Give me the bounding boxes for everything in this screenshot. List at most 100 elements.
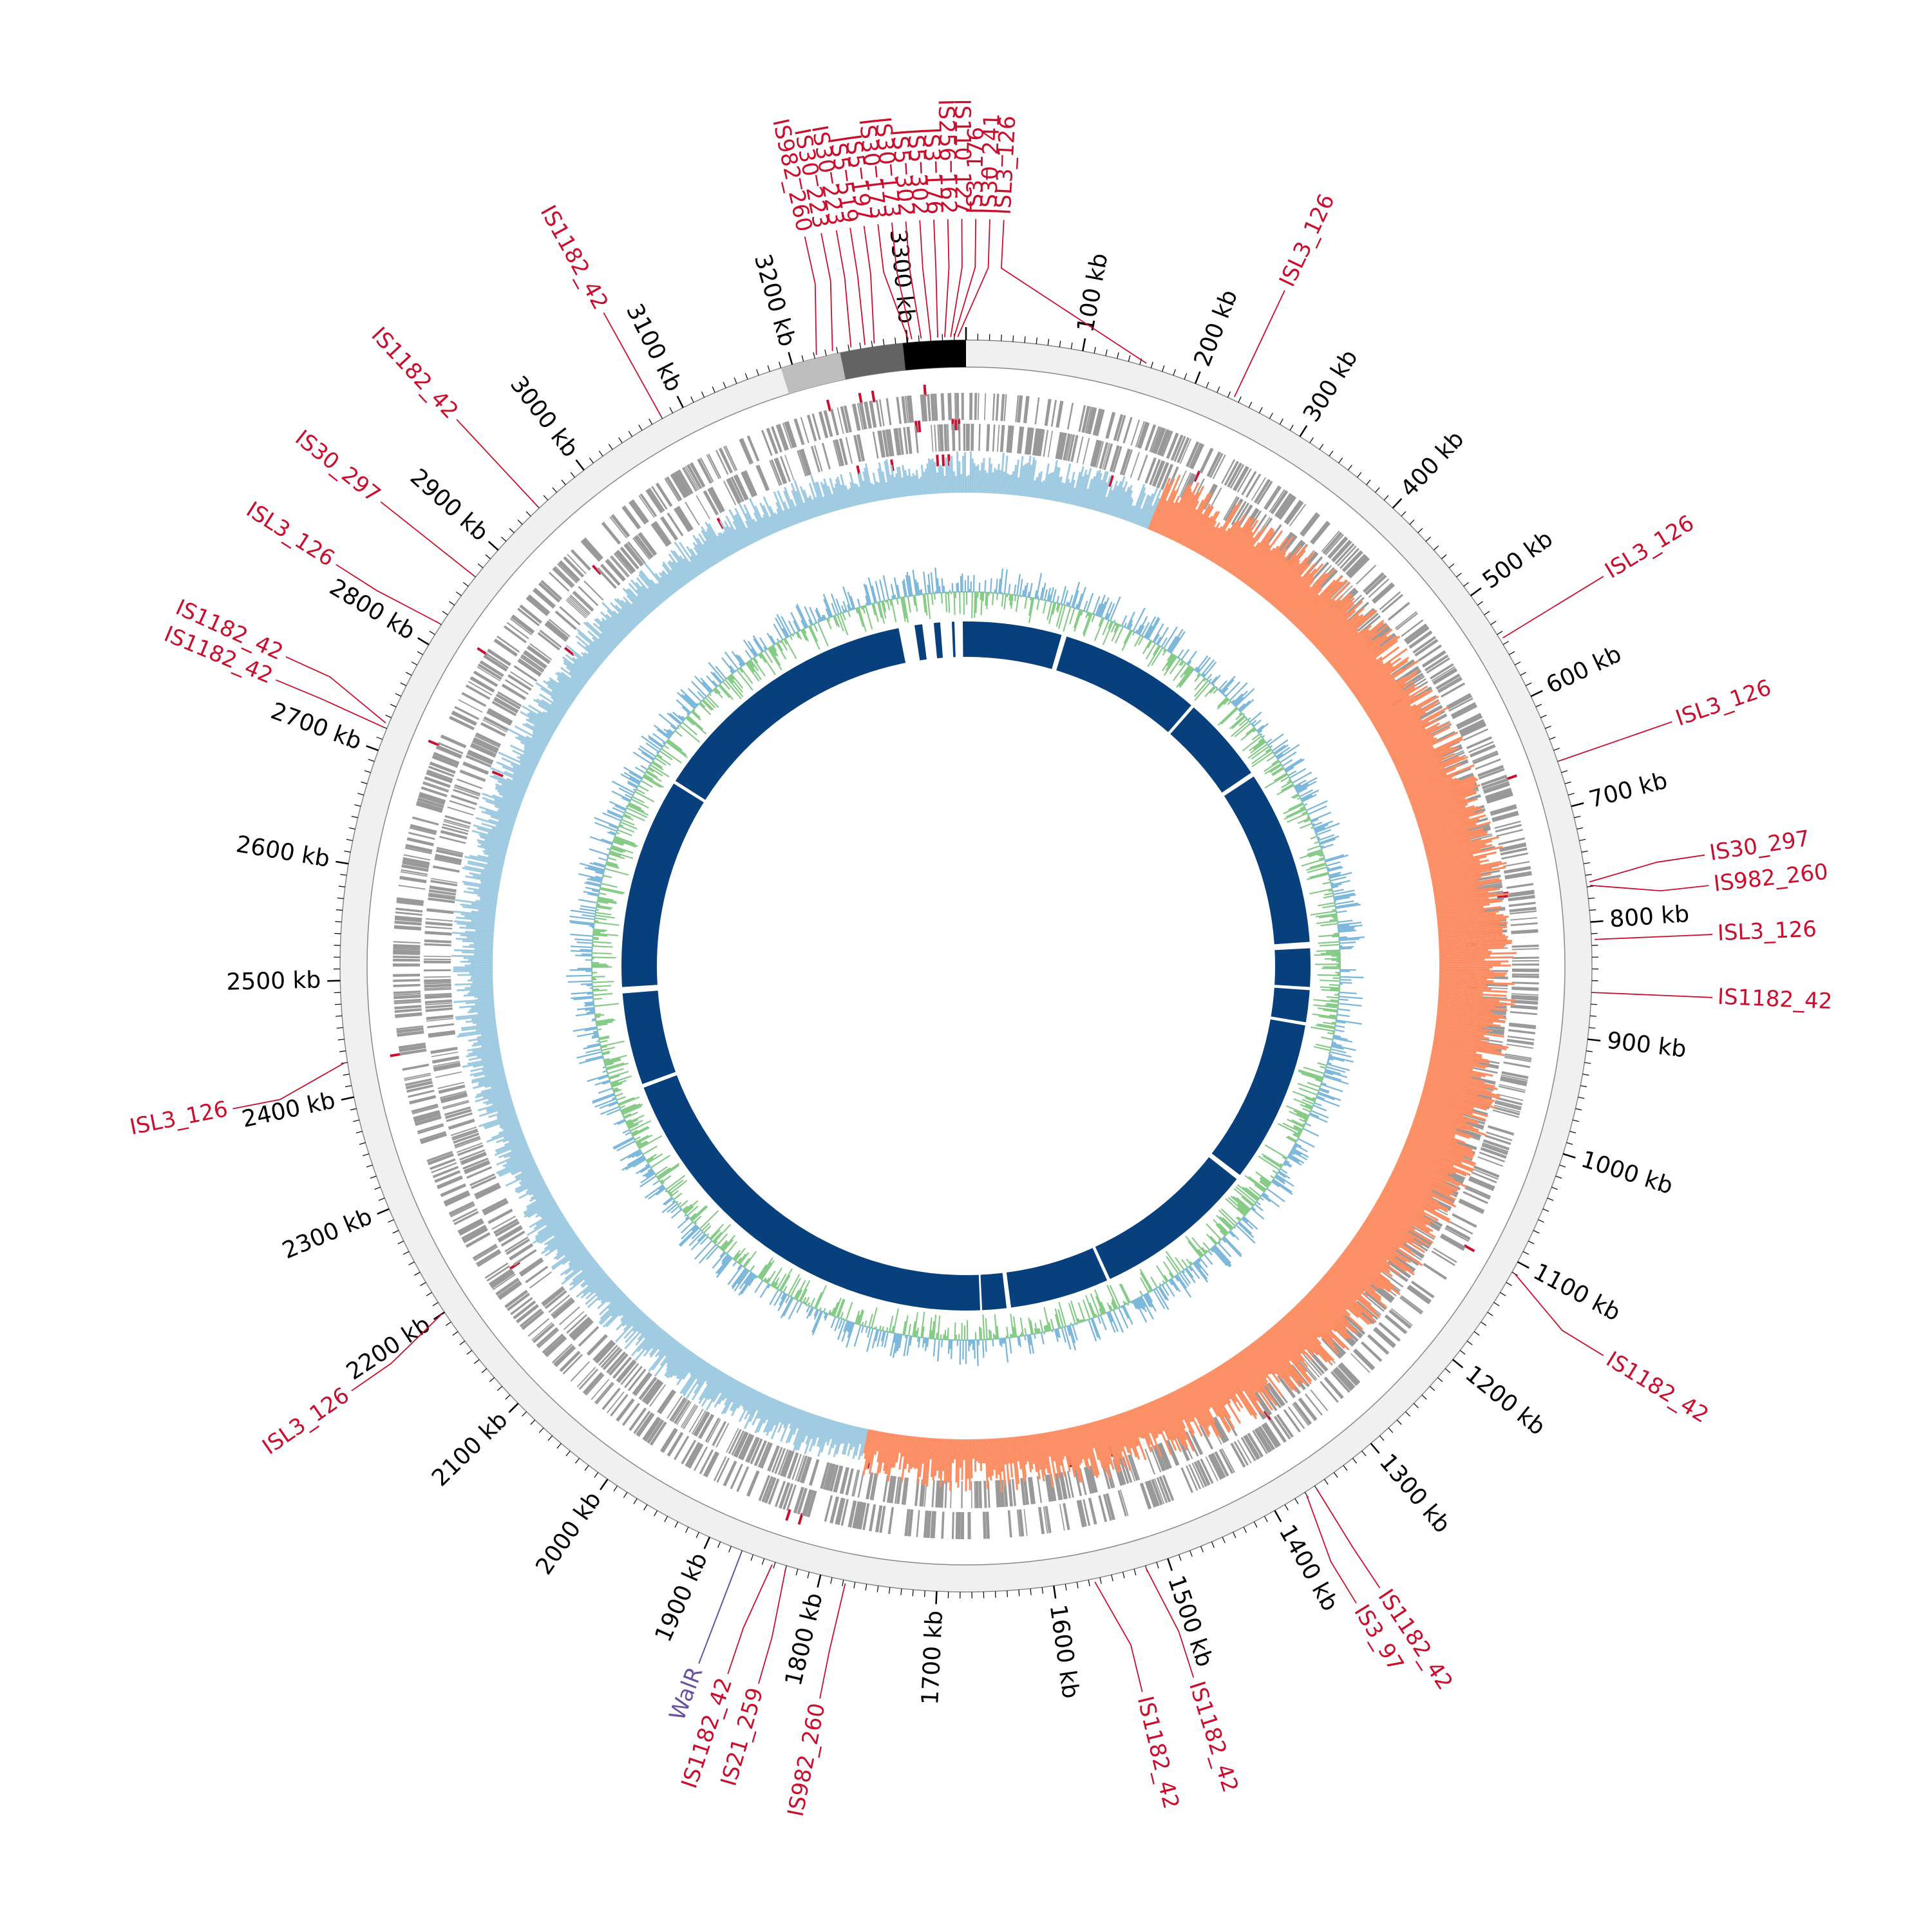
gc-skew-bar: [1340, 1253, 1390, 1293]
gc-skew-bar: [549, 677, 578, 698]
gc-skew-bar: [1164, 1394, 1188, 1441]
gene-feature: [1059, 1472, 1066, 1500]
gene-feature: [795, 418, 805, 445]
gene-feature: [782, 1483, 794, 1510]
gc-content-bar: [636, 1164, 650, 1175]
gc-skew-bar: [636, 577, 661, 606]
gene-feature: [826, 1463, 835, 1491]
gc-content-bar: [602, 1066, 607, 1068]
gc-skew-bar: [1412, 1123, 1466, 1144]
gc-content-bar: [632, 1126, 650, 1137]
gene-feature: [774, 1448, 786, 1474]
gc-content-bar: [1339, 983, 1343, 985]
gene-feature: [1082, 437, 1090, 465]
gc-skew-bar: [1114, 481, 1128, 517]
gc-skew-bar: [1384, 721, 1430, 746]
gc-content-bar: [706, 1233, 710, 1237]
backbone-ring: [339, 339, 1593, 1593]
gene-feature: [799, 1456, 810, 1483]
gc-content-bar: [738, 1273, 755, 1296]
gc-content-bar: [1241, 1196, 1255, 1208]
gene-feature: [653, 522, 670, 545]
gc-skew-bar: [1439, 954, 1490, 958]
gc-skew-bar: [1248, 1345, 1272, 1375]
gc-content-bar: [1252, 719, 1262, 728]
gene-feature: [1463, 824, 1490, 833]
gc-content-bar: [570, 933, 594, 937]
gc-skew-bar: [1140, 1405, 1163, 1458]
gene-feature: [395, 907, 423, 913]
gc-content-bar: [1271, 1179, 1293, 1195]
gene-feature: [909, 1509, 914, 1537]
gc-content-bar: [627, 1122, 634, 1127]
gc-content-bar: [1321, 967, 1341, 969]
gc-skew-bar: [1232, 1356, 1259, 1394]
gc-content-bar: [716, 1233, 728, 1247]
gc-content-bar: [1289, 1151, 1296, 1155]
gene-feature: [567, 554, 587, 574]
gene-feature: [402, 857, 430, 864]
gc-content-bar: [596, 1023, 608, 1027]
gc-content-bar: [988, 592, 990, 596]
gene-feature: [553, 1300, 575, 1320]
minor-tick: [1333, 1472, 1338, 1478]
gc-content-bar: [773, 1282, 779, 1289]
gc-content-bar: [1157, 627, 1169, 646]
gc-skew-bar: [1385, 1183, 1436, 1211]
gc-skew-bar: [455, 938, 494, 942]
gc-content-bar: [1104, 601, 1113, 620]
gc-content-bar: [990, 1331, 992, 1340]
gc-skew-bar: [556, 1238, 580, 1256]
gc-content-bar: [1309, 871, 1329, 878]
gc-content-bar: [1294, 777, 1318, 790]
gc-skew-bar: [1325, 1273, 1358, 1302]
gc-skew-bar: [734, 515, 751, 545]
gc-skew-bar: [464, 855, 504, 866]
gc-skew-bar: [1437, 914, 1504, 922]
minor-tick: [1522, 1251, 1530, 1255]
gene-feature: [611, 514, 630, 538]
gene-feature: [491, 1215, 516, 1230]
gc-skew-bar: [1289, 585, 1322, 621]
gc-content-bar: [585, 959, 593, 961]
gc-content-bar: [591, 973, 593, 975]
gc-skew-bar: [848, 489, 854, 507]
gc-skew-bar: [811, 1416, 820, 1439]
minor-tick: [801, 355, 804, 362]
gc-skew-bar: [514, 1166, 538, 1179]
gene-feature: [798, 450, 808, 477]
gc-skew-bar: [1303, 600, 1341, 636]
gene-feature: [627, 541, 646, 564]
gene-feature: [393, 998, 421, 1003]
gc-skew-bar: [697, 1363, 712, 1385]
gc-skew-bar: [576, 1271, 606, 1298]
gc-skew-bar: [1421, 818, 1480, 837]
gc-content-bar: [658, 1185, 665, 1190]
gc-skew-bar: [1300, 1299, 1333, 1331]
gc-skew-bar: [810, 475, 825, 515]
gc-skew-bar: [1401, 1150, 1457, 1175]
gene-feature: [1003, 1479, 1007, 1507]
is-element-marker: [1497, 895, 1510, 899]
gc-content-bar: [1282, 1122, 1302, 1133]
gc-content-bar: [806, 1303, 808, 1307]
gc-skew-bar: [514, 725, 549, 745]
gc-skew-bar: [1242, 1349, 1269, 1383]
gene-feature: [1089, 1497, 1097, 1525]
gene-feature: [771, 1446, 783, 1473]
gc-skew-bar: [1386, 727, 1426, 750]
gene-feature: [1339, 1363, 1359, 1385]
gc-skew-bar: [557, 676, 580, 694]
gc-skew-bar: [598, 625, 620, 645]
gc-skew-bar: [681, 1359, 706, 1394]
gc-skew-bar: [1423, 829, 1470, 844]
gc-skew-bar: [1195, 511, 1220, 553]
gc-content-bar: [1327, 1059, 1330, 1061]
gc-content-bar: [631, 1126, 649, 1136]
gene-track: [393, 393, 1539, 1539]
gene-feature: [569, 1316, 591, 1338]
gc-content-bar: [958, 1334, 960, 1341]
gc-skew-bar: [1070, 1427, 1081, 1466]
gene-feature: [1510, 1004, 1538, 1010]
gene-feature: [445, 1108, 472, 1119]
